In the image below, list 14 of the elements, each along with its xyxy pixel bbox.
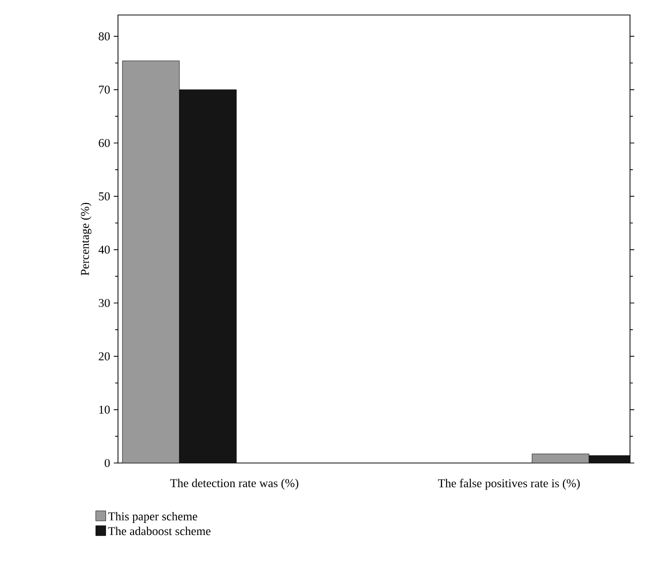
y-tick-label: 70 [99, 86, 110, 94]
x-tick-label: The detection rate was (%) [170, 478, 298, 490]
y-tick-label: 50 [98, 192, 110, 200]
legend-label: The adaboost scheme [108, 526, 210, 536]
y-tick-label: 30 [98, 298, 110, 308]
legend-label: This paper scheme [108, 512, 198, 523]
y-tick-label: 0 [104, 458, 110, 468]
y-tick-label: 20 [98, 352, 110, 360]
y-tick-label: 80 [98, 32, 110, 40]
y-tick-label: 60 [98, 138, 110, 148]
y-tick-label: 10 [99, 406, 110, 414]
x-tick-label: The false positives rate is (%) [438, 478, 580, 490]
y-axis-title: Percentage (%) [80, 202, 92, 276]
y-tick-label: 40 [98, 246, 110, 254]
